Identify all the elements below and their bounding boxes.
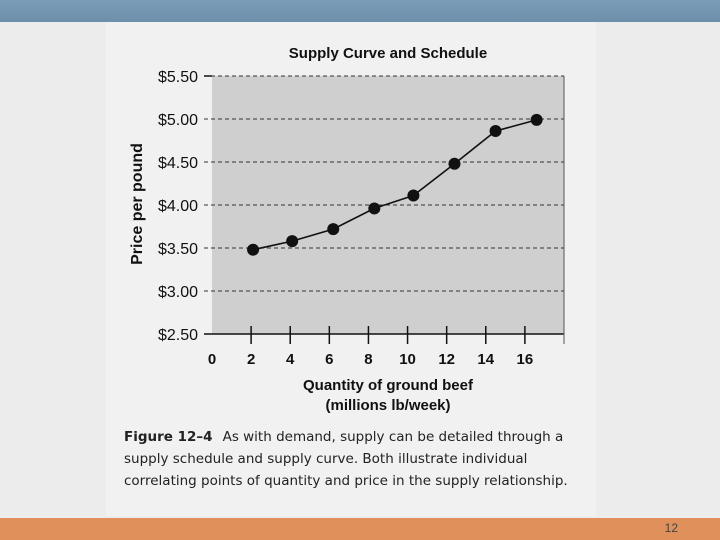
data-point [407,189,420,202]
data-point [448,157,461,170]
x-tick-label: 6 [325,351,333,368]
x-tick-label: 4 [286,351,295,368]
y-tick-label: $5.00 [158,112,198,129]
y-axis-label: Price per pound [129,143,146,265]
y-tick-label: $4.00 [158,198,198,215]
y-tick-label: $3.00 [158,284,198,301]
y-tick-label: $3.50 [158,241,198,258]
data-point [368,202,381,215]
figure-caption: Figure 12–4 As with demand, supply can be… [124,426,574,492]
x-axis-label-line1: Quantity of ground beef [303,377,474,394]
figure-label: Figure 12–4 [124,429,213,445]
caption-text: As with demand, supply can be detailed t… [124,429,568,489]
x-axis-label-line2: (millions lb/week) [325,397,450,414]
y-tick-label: $4.50 [158,155,198,172]
data-points [247,113,543,256]
slide-number: 12 [664,521,678,535]
y-tick-label: $2.50 [158,327,198,344]
x-tick-label: 10 [399,351,416,368]
top-band [0,0,720,22]
data-point [286,235,299,248]
bottom-band [0,518,720,540]
x-tick-label: 8 [364,351,372,368]
supply-curve-line [252,119,537,251]
y-tick-label: $5.50 [158,69,198,86]
y-ticks: $2.50 $3.00 $3.50 $4.00 $4.50 $5.00 $5.50 [158,69,198,344]
chart-title: Supply Curve and Schedule [289,45,487,62]
data-point [327,223,340,236]
x-tick-label: 14 [477,351,494,368]
x-tick-label: 2 [247,351,255,368]
data-point [489,125,502,138]
x-ticks: 0 2 4 6 8 10 12 14 16 [208,326,533,368]
data-point [530,113,543,126]
x-tick-label: 0 [208,351,216,368]
axes [204,75,565,344]
data-point [247,243,260,256]
x-tick-label: 16 [517,351,534,368]
x-tick-label: 12 [438,351,455,368]
